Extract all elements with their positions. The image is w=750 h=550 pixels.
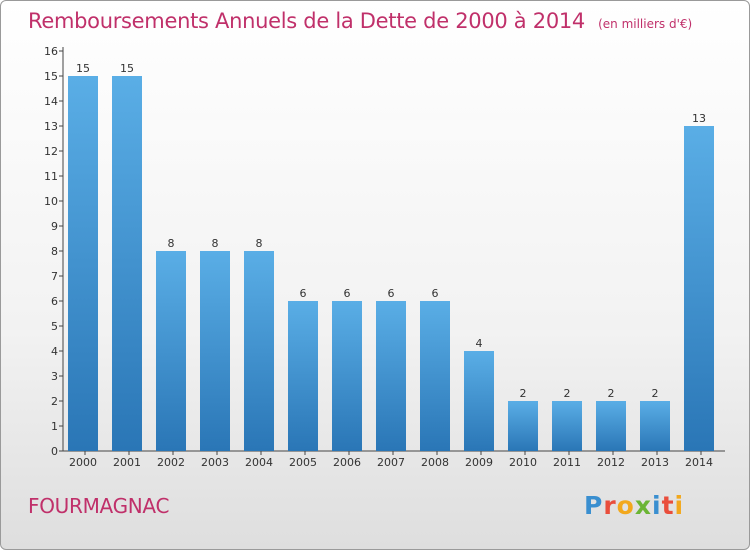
bar-2013 [640, 401, 670, 451]
bars [68, 76, 714, 451]
x-tick-label-2005: 2005 [289, 456, 317, 469]
bar-2002 [156, 251, 186, 451]
bar-2007 [376, 301, 406, 451]
x-tick-label-2013: 2013 [641, 456, 669, 469]
x-tick-label-2002: 2002 [157, 456, 185, 469]
y-tick-label: 11 [44, 170, 58, 183]
x-tick-label-2009: 2009 [465, 456, 493, 469]
y-tick-label: 6 [51, 295, 58, 308]
y-tick-label: 15 [44, 70, 58, 83]
bar-2003 [200, 251, 230, 451]
y-tick-label: 9 [51, 220, 58, 233]
value-label-2010: 2 [520, 387, 527, 400]
proxiti-logo: Proxiti [584, 491, 684, 520]
bar-2011 [552, 401, 582, 451]
x-tick-label-2008: 2008 [421, 456, 449, 469]
value-label-2004: 8 [256, 237, 263, 250]
value-label-2012: 2 [608, 387, 615, 400]
value-label-2003: 8 [212, 237, 219, 250]
logo-letter: i [652, 491, 662, 520]
x-tick-label-2003: 2003 [201, 456, 229, 469]
x-tick-label-2000: 2000 [69, 456, 97, 469]
bar-2005 [288, 301, 318, 451]
y-tick-label: 2 [51, 395, 58, 408]
bar-2001 [112, 76, 142, 451]
y-tick-label: 10 [44, 195, 58, 208]
chart-unit: (en milliers d'€) [598, 17, 693, 31]
y-tick-label: 12 [44, 145, 58, 158]
value-label-2007: 6 [388, 287, 395, 300]
value-label-2001: 15 [120, 62, 134, 75]
value-label-2000: 15 [76, 62, 90, 75]
y-tick-label: 3 [51, 370, 58, 383]
bar-2008 [420, 301, 450, 451]
bar-2009 [464, 351, 494, 451]
logo-letter: i [674, 491, 685, 520]
chart-title: Remboursements Annuels de la Dette de 20… [28, 9, 585, 33]
commune-name: FOURMAGNAC [28, 494, 170, 518]
y-tick-label: 1 [51, 420, 58, 433]
logo-letter: t [661, 491, 675, 520]
value-label-2005: 6 [300, 287, 307, 300]
labels: 15 2000 15 2001 8 2002 8 2003 8 2004 6 2005 6 2006 6 20… [69, 62, 713, 469]
value-label-2002: 8 [168, 237, 175, 250]
bar-2000 [68, 76, 98, 451]
x-tick-label-2001: 2001 [113, 456, 141, 469]
bar-2014 [684, 126, 714, 451]
y-tick-label: 7 [51, 270, 58, 283]
x-tick-label-2004: 2004 [245, 456, 273, 469]
logo-letter: P [584, 491, 604, 520]
bar-2012 [596, 401, 626, 451]
y-tick-label: 14 [44, 95, 58, 108]
value-label-2011: 2 [564, 387, 571, 400]
value-label-2014: 13 [692, 112, 706, 125]
y-tick-label: 16 [44, 45, 58, 58]
value-label-2013: 2 [652, 387, 659, 400]
x-tick-label-2007: 2007 [377, 456, 405, 469]
y-tick-label: 4 [51, 345, 58, 358]
x-tick-label-2011: 2011 [553, 456, 581, 469]
value-label-2008: 6 [432, 287, 439, 300]
bar-2010 [508, 401, 538, 451]
value-label-2006: 6 [344, 287, 351, 300]
y-tick-label: 5 [51, 320, 58, 333]
bar-2004 [244, 251, 274, 451]
x-tick-label-2010: 2010 [509, 456, 537, 469]
logo-letter: x [634, 491, 652, 520]
y-tick-label: 8 [51, 245, 58, 258]
logo-letter: r [603, 491, 617, 520]
value-label-2009: 4 [476, 337, 483, 350]
bar-2006 [332, 301, 362, 451]
x-tick-label-2006: 2006 [333, 456, 361, 469]
logo-letter: o [616, 491, 635, 520]
y-tick-label: 0 [51, 445, 58, 458]
x-tick-label-2014: 2014 [685, 456, 713, 469]
y-tick-label: 13 [44, 120, 58, 133]
title-row: Remboursements Annuels de la Dette de 20… [28, 9, 692, 33]
x-tick-label-2012: 2012 [597, 456, 625, 469]
